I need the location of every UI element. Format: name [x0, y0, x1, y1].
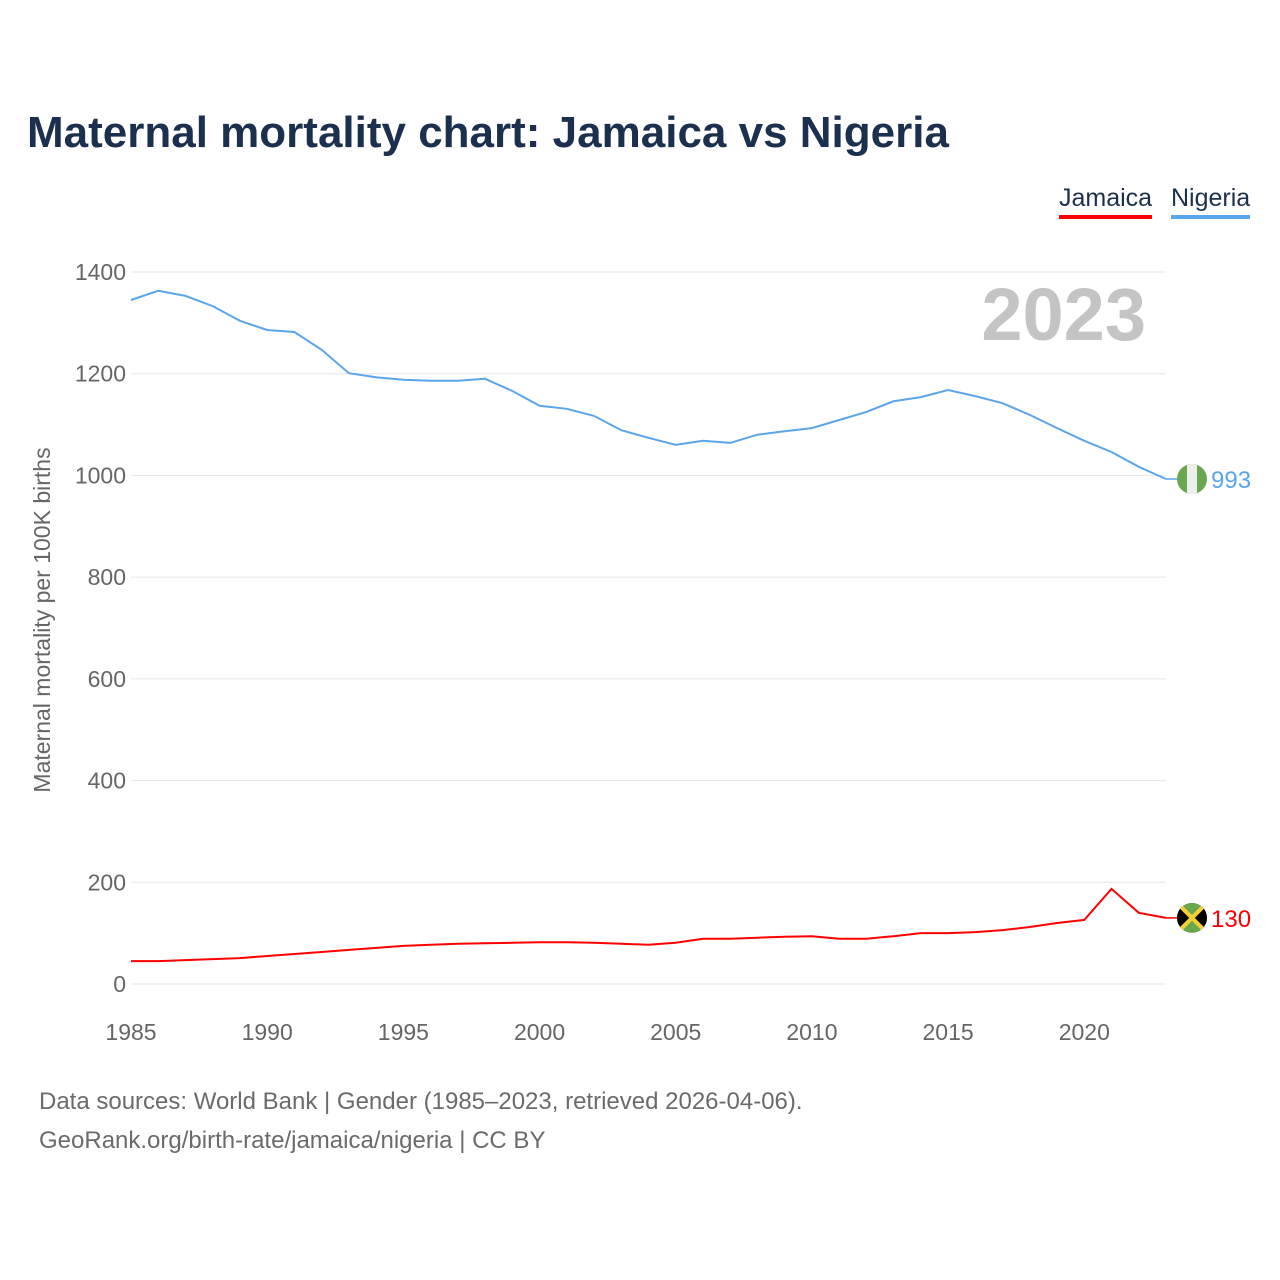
footer-sources: Data sources: World Bank | Gender (1985–… [39, 1088, 803, 1115]
chart-title: Maternal mortality chart: Jamaica vs Nig… [27, 108, 949, 157]
x-tick-label: 2020 [1059, 1019, 1110, 1045]
y-tick-label: 800 [88, 564, 126, 590]
footer-credit: GeoRank.org/birth-rate/jamaica/nigeria |… [39, 1127, 546, 1154]
series-line-nigeria [130, 289, 1167, 480]
end-value-label: 130 [1211, 906, 1251, 933]
legend-jamaica[interactable]: Jamaica [1059, 184, 1153, 219]
y-tick-label: 1200 [75, 361, 126, 387]
x-tick-label: 1990 [242, 1019, 293, 1045]
jamaica-flag-icon [1177, 902, 1207, 933]
series-line-jamaica [131, 887, 1167, 963]
year-label: 2023 [981, 273, 1146, 356]
y-axis-label: Maternal mortality per 100K births [29, 447, 55, 792]
x-tick-label: 2005 [650, 1019, 701, 1045]
y-tick-label: 1400 [75, 259, 126, 285]
y-tick-label: 1000 [75, 462, 126, 488]
nigeria-flag-icon [1177, 463, 1207, 494]
x-tick-label: 1985 [105, 1019, 156, 1045]
y-tick-label: 0 [113, 971, 126, 997]
y-tick-label: 200 [88, 869, 126, 895]
x-tick-label: 2015 [923, 1019, 974, 1045]
x-tick-label: 1995 [378, 1019, 429, 1045]
y-tick-label: 600 [88, 666, 126, 692]
x-tick-label: 2010 [786, 1019, 837, 1045]
end-value-label: 993 [1211, 467, 1251, 494]
y-tick-label: 400 [88, 768, 126, 794]
x-tick-label: 2000 [514, 1019, 565, 1045]
legend-nigeria[interactable]: Nigeria [1171, 184, 1251, 219]
